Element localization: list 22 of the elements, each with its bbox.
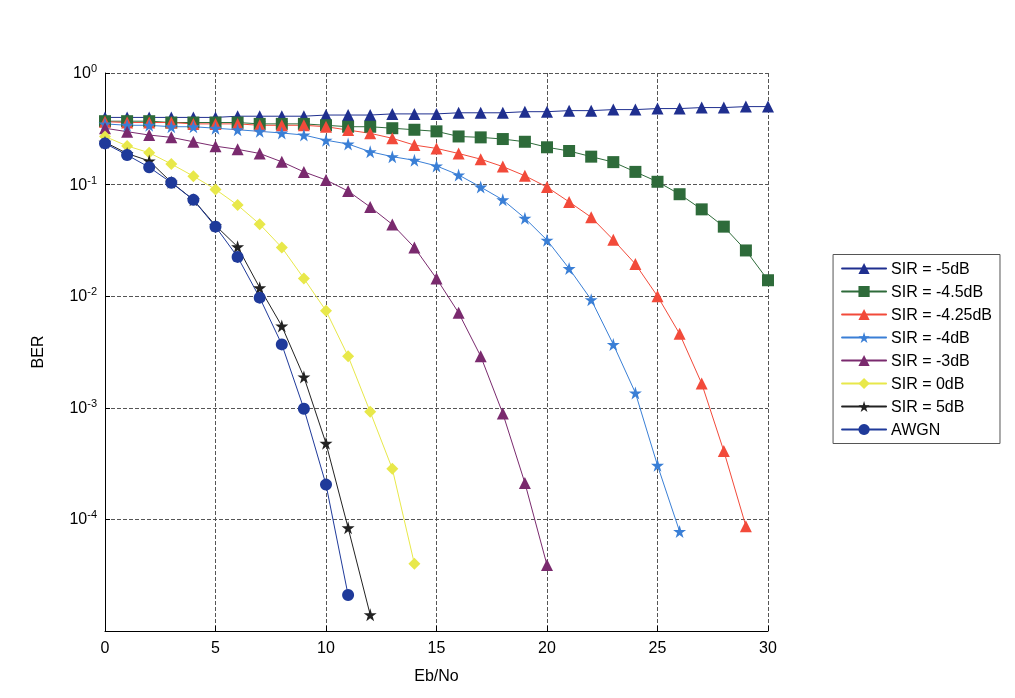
legend-label: SIR = -4dB	[891, 329, 970, 346]
y-tick-label: 10$^{-2}$	[69, 285, 97, 305]
legend-label: SIR = -4.25dB	[891, 306, 993, 323]
x-axis-title: Eb/No	[414, 666, 459, 684]
legend-label: SIR = -5dB	[891, 260, 970, 277]
legend-label: SIR = -4.5dB	[891, 283, 984, 300]
legend-label: AWGN	[891, 421, 941, 438]
x-tick-label: 5	[211, 638, 221, 656]
x-tick-label: 20	[538, 638, 556, 656]
x-tick-label: 25	[648, 638, 667, 656]
legend-label: SIR = -3dB	[891, 352, 970, 369]
y-tick-label: 10$^{-4}$	[69, 508, 97, 528]
x-tick-label: 10	[317, 638, 335, 656]
x-tick-label: 15	[427, 638, 446, 656]
y-tick-label: 10$^{-3}$	[69, 396, 97, 416]
y-axis-title: BER	[28, 335, 46, 369]
y-tick-label: 10$^{-1}$	[69, 173, 97, 193]
x-tick-label: 0	[100, 638, 110, 656]
legend-label: SIR = 5dB	[891, 398, 965, 415]
y-tick-label: 10$^{0}$	[73, 62, 97, 81]
x-tick-label: 30	[759, 638, 777, 656]
legend-label: SIR = 0dB	[891, 375, 965, 392]
